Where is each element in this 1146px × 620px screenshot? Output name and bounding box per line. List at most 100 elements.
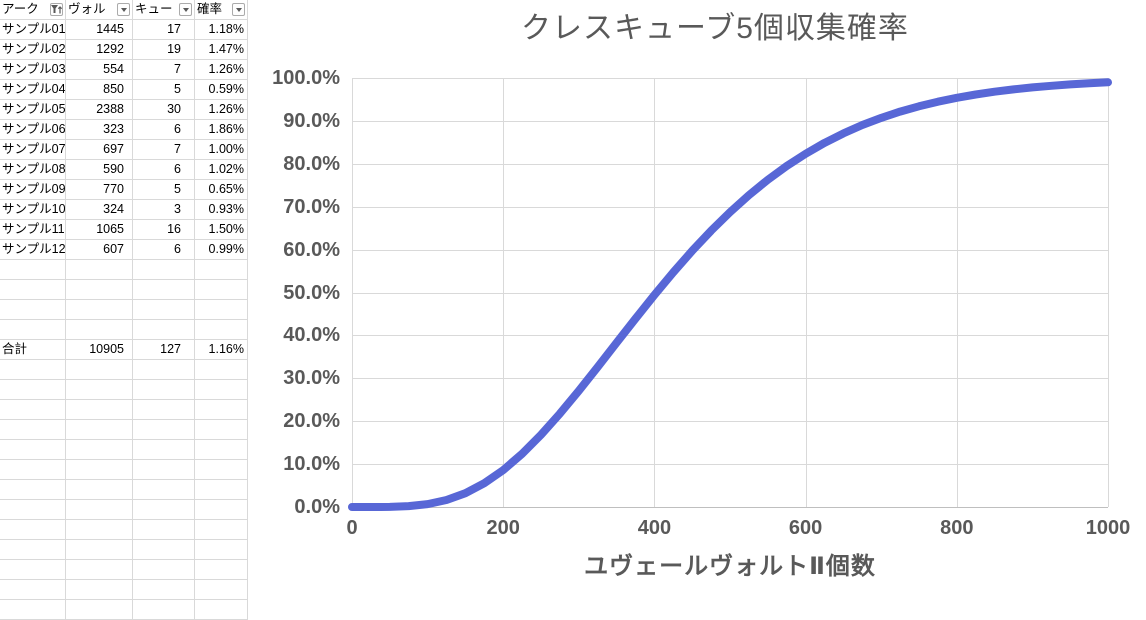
value-cell[interactable]: 1.00% bbox=[195, 140, 248, 160]
empty-cell[interactable] bbox=[133, 500, 195, 520]
empty-cell[interactable] bbox=[195, 280, 248, 300]
empty-cell[interactable] bbox=[0, 420, 66, 440]
value-cell[interactable]: 697 bbox=[66, 140, 133, 160]
filter-button[interactable] bbox=[179, 3, 192, 16]
empty-cell[interactable] bbox=[66, 420, 133, 440]
value-cell[interactable]: 1.02% bbox=[195, 160, 248, 180]
empty-cell[interactable] bbox=[66, 600, 133, 620]
empty-cell[interactable] bbox=[0, 280, 66, 300]
sample-name-cell[interactable]: サンプル01 bbox=[0, 20, 66, 40]
probability-chart[interactable]: クレスキューブ5個収集確率 100.0% 90.0% 80.0% 70.0% 60.0%… bbox=[250, 0, 1146, 619]
empty-cell[interactable] bbox=[0, 360, 66, 380]
empty-cell[interactable] bbox=[133, 400, 195, 420]
empty-cell[interactable] bbox=[195, 320, 248, 340]
empty-cell[interactable] bbox=[133, 460, 195, 480]
sample-name-cell[interactable]: サンプル05 bbox=[0, 100, 66, 120]
plot-area[interactable] bbox=[250, 0, 1146, 619]
empty-cell[interactable] bbox=[66, 540, 133, 560]
value-cell[interactable]: 554 bbox=[66, 60, 133, 80]
sample-name-cell[interactable]: サンプル09 bbox=[0, 180, 66, 200]
empty-cell[interactable] bbox=[195, 520, 248, 540]
empty-cell[interactable] bbox=[66, 440, 133, 460]
value-cell[interactable]: 607 bbox=[66, 240, 133, 260]
probability-curve[interactable] bbox=[348, 78, 1112, 511]
column-header[interactable]: アーク bbox=[0, 0, 66, 20]
value-cell[interactable]: 19 bbox=[133, 40, 195, 60]
value-cell[interactable]: 1.18% bbox=[195, 20, 248, 40]
empty-cell[interactable] bbox=[0, 540, 66, 560]
empty-cell[interactable] bbox=[0, 480, 66, 500]
empty-cell[interactable] bbox=[195, 260, 248, 280]
empty-cell[interactable] bbox=[195, 300, 248, 320]
empty-cell[interactable] bbox=[66, 560, 133, 580]
empty-cell[interactable] bbox=[66, 500, 133, 520]
empty-cell[interactable] bbox=[0, 580, 66, 600]
empty-cell[interactable] bbox=[66, 260, 133, 280]
empty-cell[interactable] bbox=[195, 540, 248, 560]
value-cell[interactable]: 3 bbox=[133, 200, 195, 220]
sample-name-cell[interactable]: サンプル08 bbox=[0, 160, 66, 180]
empty-cell[interactable] bbox=[66, 380, 133, 400]
empty-cell[interactable] bbox=[0, 460, 66, 480]
total-label-cell[interactable]: 合計 bbox=[0, 340, 66, 360]
empty-cell[interactable] bbox=[66, 580, 133, 600]
empty-cell[interactable] bbox=[0, 320, 66, 340]
total-value-cell[interactable]: 10905 bbox=[66, 340, 133, 360]
value-cell[interactable]: 1445 bbox=[66, 20, 133, 40]
filter-button[interactable] bbox=[117, 3, 130, 16]
empty-cell[interactable] bbox=[0, 560, 66, 580]
value-cell[interactable]: 6 bbox=[133, 240, 195, 260]
empty-cell[interactable] bbox=[66, 400, 133, 420]
empty-cell[interactable] bbox=[195, 420, 248, 440]
value-cell[interactable]: 1.47% bbox=[195, 40, 248, 60]
empty-cell[interactable] bbox=[66, 460, 133, 480]
empty-cell[interactable] bbox=[195, 400, 248, 420]
empty-cell[interactable] bbox=[195, 600, 248, 620]
value-cell[interactable]: 30 bbox=[133, 100, 195, 120]
column-header[interactable]: キュー bbox=[133, 0, 195, 20]
empty-cell[interactable] bbox=[195, 440, 248, 460]
empty-cell[interactable] bbox=[195, 380, 248, 400]
value-cell[interactable]: 1.26% bbox=[195, 60, 248, 80]
empty-cell[interactable] bbox=[133, 600, 195, 620]
empty-cell[interactable] bbox=[133, 580, 195, 600]
empty-cell[interactable] bbox=[195, 360, 248, 380]
value-cell[interactable]: 7 bbox=[133, 60, 195, 80]
value-cell[interactable]: 1.26% bbox=[195, 100, 248, 120]
empty-cell[interactable] bbox=[133, 380, 195, 400]
empty-cell[interactable] bbox=[66, 280, 133, 300]
total-value-cell[interactable]: 1.16% bbox=[195, 340, 248, 360]
empty-cell[interactable] bbox=[133, 360, 195, 380]
empty-cell[interactable] bbox=[0, 300, 66, 320]
empty-cell[interactable] bbox=[0, 260, 66, 280]
value-cell[interactable]: 6 bbox=[133, 160, 195, 180]
empty-cell[interactable] bbox=[133, 300, 195, 320]
value-cell[interactable]: 5 bbox=[133, 180, 195, 200]
value-cell[interactable]: 5 bbox=[133, 80, 195, 100]
value-cell[interactable]: 0.93% bbox=[195, 200, 248, 220]
sample-name-cell[interactable]: サンプル02 bbox=[0, 40, 66, 60]
empty-cell[interactable] bbox=[195, 580, 248, 600]
empty-cell[interactable] bbox=[195, 480, 248, 500]
value-cell[interactable]: 324 bbox=[66, 200, 133, 220]
empty-cell[interactable] bbox=[0, 520, 66, 540]
value-cell[interactable]: 2388 bbox=[66, 100, 133, 120]
empty-cell[interactable] bbox=[195, 560, 248, 580]
column-header[interactable]: 確率 bbox=[195, 0, 248, 20]
sample-name-cell[interactable]: サンプル03 bbox=[0, 60, 66, 80]
value-cell[interactable]: 7 bbox=[133, 140, 195, 160]
empty-cell[interactable] bbox=[66, 520, 133, 540]
empty-cell[interactable] bbox=[133, 420, 195, 440]
filter-button[interactable] bbox=[50, 3, 63, 16]
chart-title[interactable]: クレスキューブ5個収集確率 bbox=[521, 12, 909, 45]
value-cell[interactable]: 0.65% bbox=[195, 180, 248, 200]
empty-cell[interactable] bbox=[0, 400, 66, 420]
value-cell[interactable]: 0.99% bbox=[195, 240, 248, 260]
value-cell[interactable]: 590 bbox=[66, 160, 133, 180]
empty-cell[interactable] bbox=[0, 440, 66, 460]
empty-cell[interactable] bbox=[133, 520, 195, 540]
empty-cell[interactable] bbox=[66, 300, 133, 320]
value-cell[interactable]: 6 bbox=[133, 120, 195, 140]
empty-cell[interactable] bbox=[0, 380, 66, 400]
value-cell[interactable]: 1.50% bbox=[195, 220, 248, 240]
